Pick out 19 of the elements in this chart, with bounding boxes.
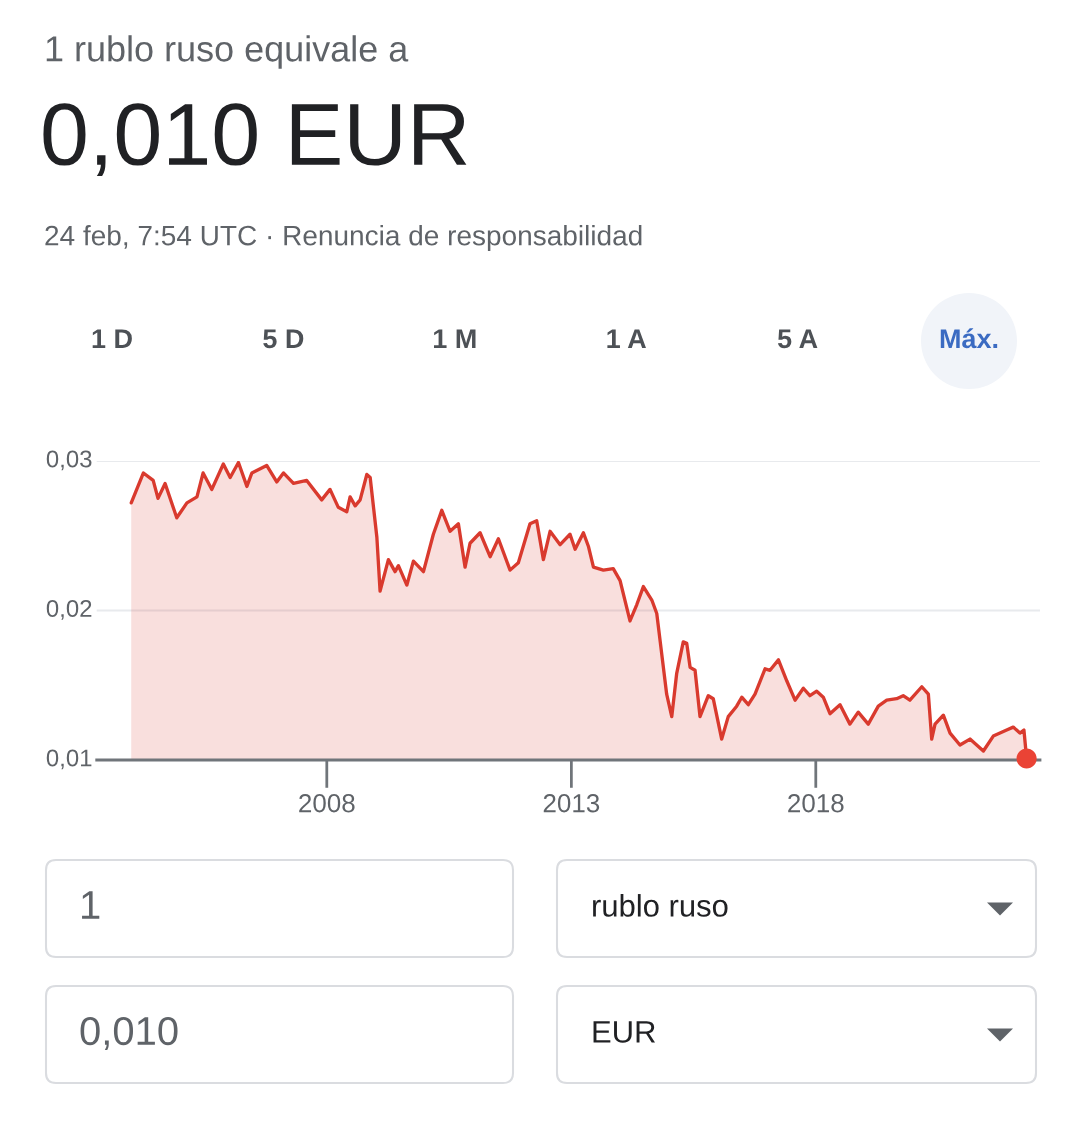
text: 24 feb, 7:54 UTC · Renuncia de responsabilidad [45, 224, 642, 252]
text: 0,010 [80, 1016, 178, 1050]
text: rublo ruso [593, 894, 728, 917]
y-tick-label: 0,01 [46, 749, 92, 770]
y-tick-label: 0,02 [46, 599, 92, 620]
x-tick-label: 2008 [299, 794, 355, 813]
chart-subtitle: 0,010 EUR [43, 103, 467, 177]
text: 1 [82, 891, 100, 919]
text: 5 A [777, 329, 818, 349]
text: 5 D [263, 329, 304, 349]
text: EUR [593, 1021, 656, 1043]
text: 1 D [92, 329, 132, 348]
text: 1 A [607, 329, 646, 348]
x-tick-label: 2013 [543, 794, 600, 813]
x-tick-label: 2018 [788, 794, 844, 813]
chart-title: 1 rublo ruso equivale a [46, 35, 409, 69]
y-tick-label: 0,03 [46, 450, 92, 471]
text: Máx. [940, 328, 998, 349]
text: 1 M [434, 329, 476, 348]
